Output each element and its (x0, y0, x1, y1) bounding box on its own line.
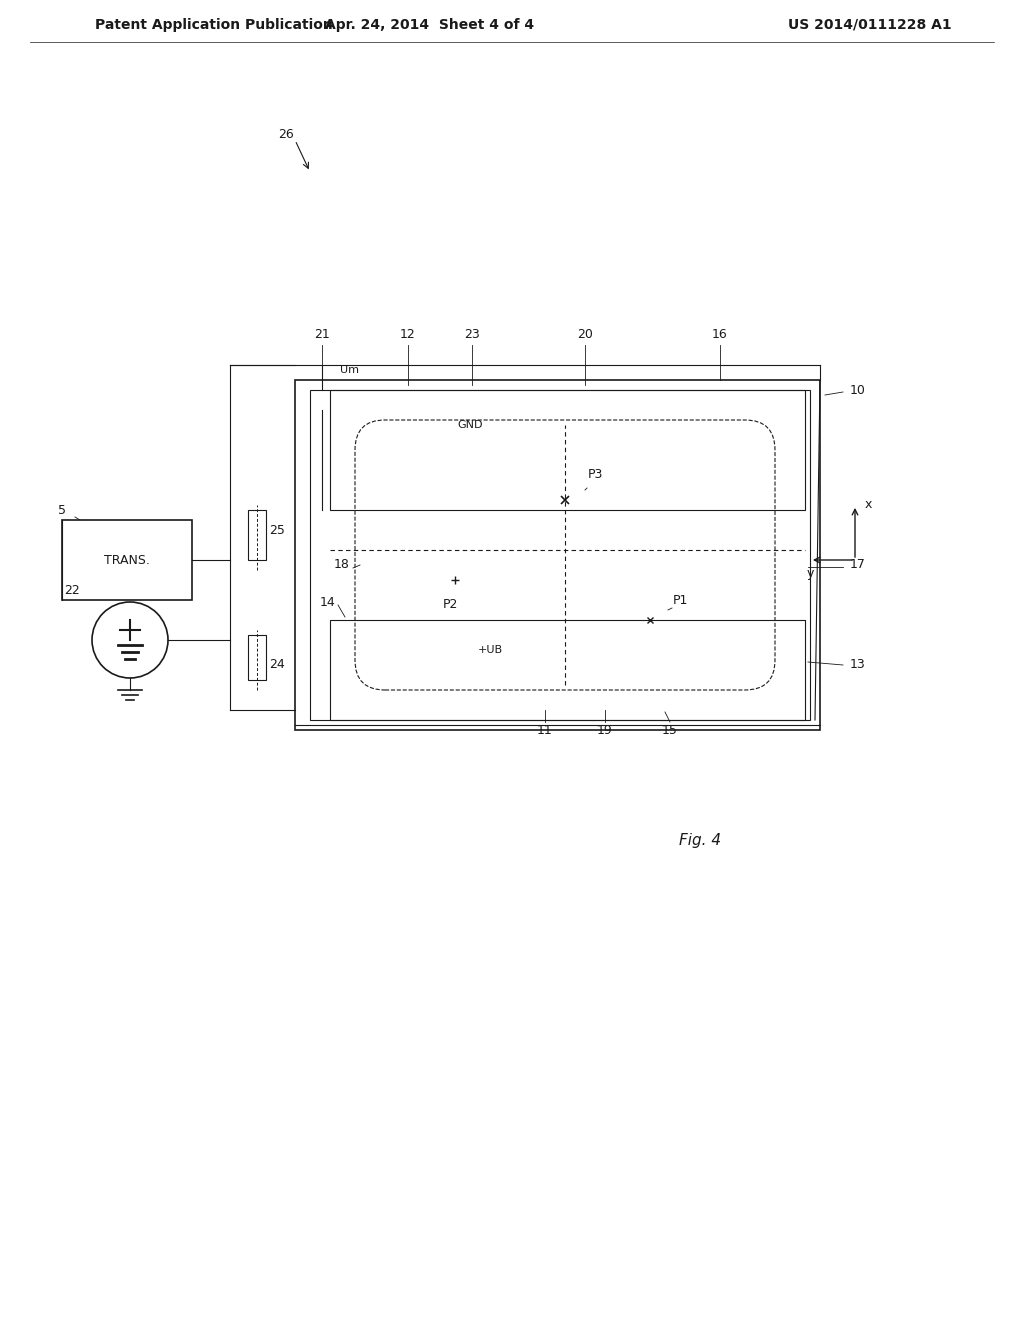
Text: 19: 19 (597, 723, 613, 737)
Text: Apr. 24, 2014  Sheet 4 of 4: Apr. 24, 2014 Sheet 4 of 4 (326, 18, 535, 32)
Bar (330, 620, 805, 719)
Text: TRANS.: TRANS. (104, 553, 150, 566)
Text: GND: GND (458, 420, 482, 430)
Bar (310, 389, 810, 719)
Text: 13: 13 (850, 659, 865, 672)
Bar (330, 389, 805, 510)
Text: 12: 12 (400, 329, 416, 342)
Bar (330, 620, 805, 719)
Text: Um: Um (340, 366, 359, 375)
Text: 5: 5 (58, 503, 66, 516)
Text: 26: 26 (278, 128, 294, 141)
Text: 15: 15 (663, 723, 678, 737)
Text: 10: 10 (850, 384, 866, 396)
Text: P3: P3 (588, 469, 603, 482)
Bar (248, 510, 266, 560)
Text: y: y (806, 568, 814, 581)
Text: US 2014/0111228 A1: US 2014/0111228 A1 (788, 18, 952, 32)
Text: P2: P2 (442, 598, 458, 611)
Bar (295, 380, 820, 730)
Text: +UB: +UB (477, 645, 503, 655)
Text: 25: 25 (269, 524, 285, 536)
Text: x: x (865, 499, 872, 511)
Bar (248, 635, 266, 680)
Text: 14: 14 (319, 595, 335, 609)
Text: 16: 16 (712, 329, 728, 342)
Text: 20: 20 (578, 329, 593, 342)
Text: 22: 22 (65, 583, 80, 597)
Text: 11: 11 (538, 723, 553, 737)
Text: P1: P1 (673, 594, 688, 606)
Text: Patent Application Publication: Patent Application Publication (95, 18, 333, 32)
Bar (62, 520, 193, 601)
Text: 17: 17 (850, 558, 866, 572)
Text: Fig. 4: Fig. 4 (679, 833, 721, 847)
Text: 18: 18 (334, 558, 350, 572)
Text: 23: 23 (464, 329, 480, 342)
Text: 24: 24 (269, 659, 285, 672)
Bar (330, 389, 805, 510)
Text: 21: 21 (314, 329, 330, 342)
